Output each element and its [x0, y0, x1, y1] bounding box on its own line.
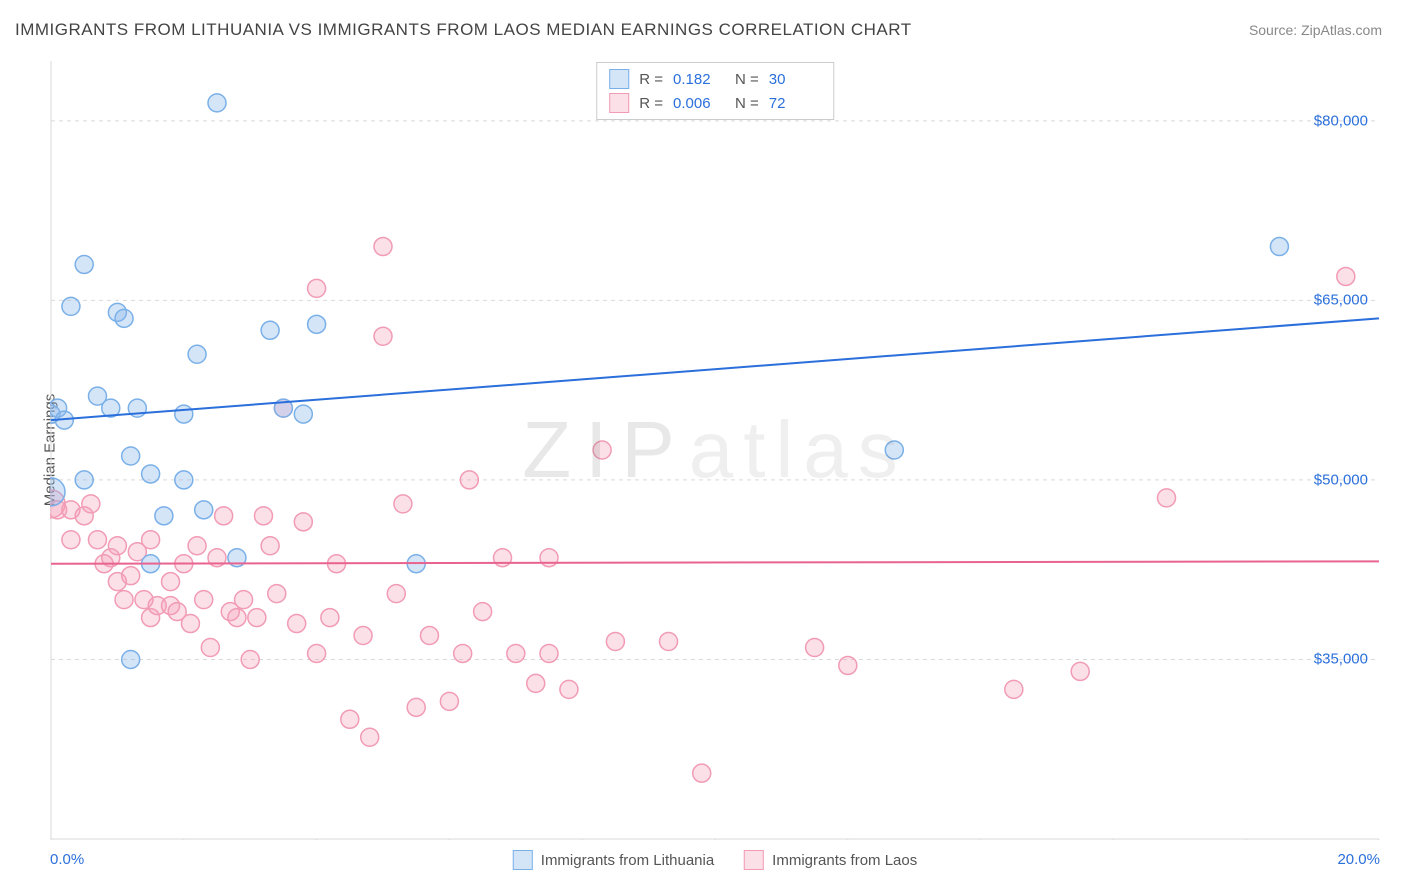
stats-row: R = 0.182 N = 30: [609, 67, 821, 91]
series-swatch: [609, 69, 629, 89]
r-value: 0.182: [673, 71, 725, 88]
correlation-stats-box: R = 0.182 N = 30 R = 0.006 N = 72: [596, 62, 834, 120]
x-axis-min-label: 0.0%: [50, 851, 84, 868]
x-axis-max-label: 20.0%: [1337, 851, 1380, 868]
r-label: R =: [639, 95, 663, 112]
scatter-chart: Median Earnings ZIPatlas R =0.182N =30R …: [50, 60, 1380, 840]
legend-label: Immigrants from Laos: [772, 852, 917, 869]
chart-svg: [50, 60, 1380, 840]
legend-swatch: [744, 850, 764, 870]
n-label: N =: [735, 71, 759, 88]
stats-row: R = 0.006 N = 72: [609, 91, 821, 115]
legend-item: Immigrants from Lithuania: [513, 850, 714, 870]
n-label: N =: [735, 95, 759, 112]
y-tick-label: $35,000: [1314, 651, 1368, 668]
r-value: 0.006: [673, 95, 725, 112]
r-label: R =: [639, 71, 663, 88]
n-value: 30: [769, 71, 821, 88]
y-tick-label: $80,000: [1314, 112, 1368, 129]
source-attribution: Source: ZipAtlas.com: [1249, 22, 1382, 38]
series-swatch: [609, 93, 629, 113]
legend-swatch: [513, 850, 533, 870]
legend-label: Immigrants from Lithuania: [541, 852, 714, 869]
y-tick-label: $50,000: [1314, 471, 1368, 488]
n-value: 72: [769, 95, 821, 112]
chart-title: IMMIGRANTS FROM LITHUANIA VS IMMIGRANTS …: [15, 20, 912, 40]
series-legend: Immigrants from Lithuania Immigrants from…: [513, 850, 917, 870]
y-tick-label: $65,000: [1314, 292, 1368, 309]
legend-item: Immigrants from Laos: [744, 850, 917, 870]
